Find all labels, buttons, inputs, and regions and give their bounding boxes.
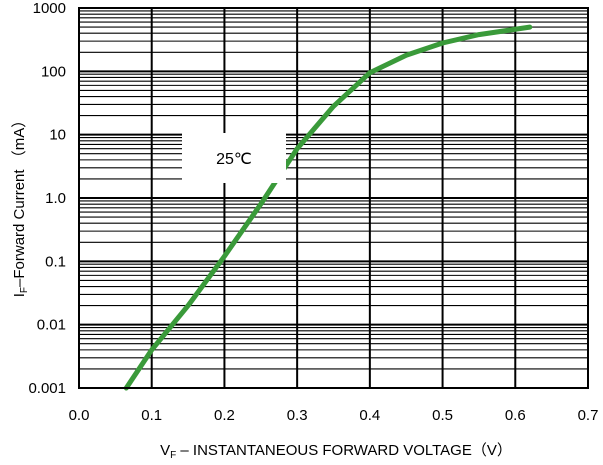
y-axis-label-subscript: F — [19, 287, 30, 293]
annotation-temperature: 25℃ — [216, 151, 252, 168]
x-tick-label: 0.7 — [578, 407, 599, 424]
x-axis-label-subscript: F — [170, 450, 176, 461]
x-tick-label: 0.4 — [359, 407, 380, 424]
x-tick-label: 0.2 — [214, 407, 235, 424]
x-tick-label: 0.5 — [432, 407, 453, 424]
y-tick-label: 0.1 — [45, 253, 66, 270]
x-axis-label-symbol: V — [160, 442, 170, 459]
y-tick-label: 1000 — [33, 0, 66, 17]
y-tick-label: 10 — [49, 127, 66, 144]
chart-grid — [78, 7, 589, 389]
x-tick-labels: 0.0 0.1 0.2 0.3 0.4 0.5 0.6 0.7 — [69, 407, 599, 424]
annotation-box — [182, 133, 286, 183]
y-tick-label: 1.0 — [45, 190, 66, 207]
plot-border — [78, 7, 589, 389]
x-tick-label: 0.1 — [141, 407, 162, 424]
x-tick-label: 0.0 — [69, 407, 90, 424]
x-tick-label: 0.3 — [287, 407, 308, 424]
y-tick-label: 0.001 — [28, 380, 66, 397]
y-tick-label: 0.01 — [37, 317, 66, 334]
y-axis-label-symbol: I — [11, 293, 28, 297]
y-axis-label: IF–Forward Current （mA） — [11, 113, 30, 298]
x-tick-label: 0.6 — [505, 407, 526, 424]
x-axis-label: VF – INSTANTANEOUS FORWARD VOLTAGE（V） — [160, 442, 512, 461]
x-axis-label-text: – INSTANTANEOUS FORWARD VOLTAGE（V） — [176, 442, 512, 459]
series-layer — [123, 24, 533, 391]
plot-frame — [78, 7, 589, 389]
y-tick-label: 100 — [41, 63, 66, 80]
y-tick-labels: 0.001 0.01 0.1 1.0 10 100 1000 — [28, 0, 66, 397]
series-line-forward-current — [123, 24, 533, 391]
y-axis-label-text: –Forward Current （mA） — [11, 113, 28, 287]
